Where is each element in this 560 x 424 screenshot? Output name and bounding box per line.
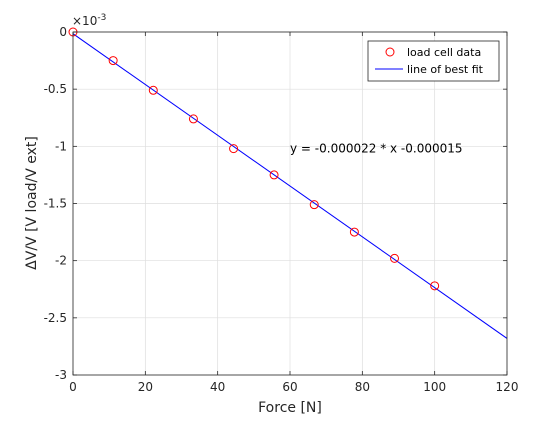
- tick-labels: 0 20 40 60 80 100 120 0 -0.5 -1 -1.5 -2 -2.5 -3: [44, 25, 519, 394]
- legend-label-load-cell-data: load cell data: [407, 46, 481, 59]
- data-point: [390, 253, 400, 263]
- x-axis-label: Force [N]: [258, 400, 322, 416]
- data-point: [430, 281, 440, 291]
- y-tick-label: -3: [55, 368, 67, 382]
- data-point: [269, 170, 279, 180]
- best-fit-line: [73, 33, 507, 339]
- x-tick-label: 20: [138, 380, 153, 394]
- data-point: [349, 227, 359, 237]
- y-tick-label: -2.5: [44, 311, 67, 325]
- y-tick-label: -1: [55, 139, 67, 153]
- data-point: [188, 114, 198, 124]
- axis-exponent: ×10-3: [72, 13, 106, 28]
- data-point: [148, 85, 158, 95]
- best-fit-line-group: [73, 33, 507, 339]
- data-point: [309, 200, 319, 210]
- x-tick-label: 120: [496, 380, 519, 394]
- x-tick-label: 60: [282, 380, 297, 394]
- data-points-group: [68, 27, 440, 291]
- ticks: [72, 31, 508, 376]
- y-tick-label: -1.5: [44, 197, 67, 211]
- y-tick-label: -2: [55, 254, 67, 268]
- y-tick-label: 0: [59, 25, 67, 39]
- data-point: [229, 144, 239, 154]
- legend: load cell data line of best fit: [367, 40, 500, 82]
- x-tick-label: 80: [355, 380, 370, 394]
- x-tick-label: 40: [210, 380, 225, 394]
- x-tick-label: 100: [423, 380, 446, 394]
- legend-marker-load-cell-data: [385, 47, 395, 57]
- y-tick-label: -0.5: [44, 82, 67, 96]
- x-tick-label: 0: [69, 380, 77, 394]
- fit-equation-annotation: y = -0.000022 * x -0.000015: [290, 142, 463, 156]
- legend-label-best-fit: line of best fit: [407, 63, 484, 76]
- y-axis-label: ΔV/V [V load/V ext]: [24, 136, 40, 270]
- data-point: [108, 56, 118, 66]
